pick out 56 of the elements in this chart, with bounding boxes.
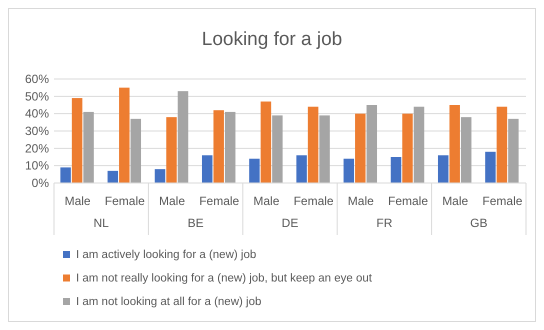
x-tick-label: Male [64,194,91,208]
x-tick-label: Female [104,194,146,208]
bar [272,115,283,183]
bar [460,117,472,183]
bar [260,102,272,183]
y-tick-label: 50% [24,89,50,104]
text: GB [470,216,488,230]
legend-label: I am actively looking for a (new) job [76,249,256,261]
bar [390,157,402,183]
bar [485,152,496,183]
y-tick-label: 10% [24,158,50,173]
legend-label: I am not really looking for a (new) job, but keep an eye out [76,272,373,284]
bar [414,106,424,183]
bar [308,106,318,183]
bar [344,158,354,183]
bar [224,112,236,183]
bar [402,114,413,183]
text: FR [376,216,393,230]
legend-label: I am not looking at all for a (new) job [76,296,262,308]
x-tick-label: Male [348,194,374,208]
bar [296,155,307,183]
x-tick-label: Male [158,194,186,208]
x-tick-label: Male [253,194,280,208]
bar [366,105,378,183]
y-tick-label: 60% [24,72,50,86]
y-tick-label: 30% [24,124,50,138]
bar [154,169,166,183]
bar [72,98,82,183]
bar [449,105,460,183]
chart-title: Looking for a job [202,29,342,50]
y-tick-label: 0% [32,176,50,190]
bar [83,112,94,183]
bar [249,158,260,183]
bar [178,91,188,183]
bar [355,114,366,183]
bar [130,118,142,183]
bar [213,110,224,183]
text: BE [188,216,204,230]
bar [119,88,130,183]
x-tick-label: Female [388,194,428,208]
x-tick-label: Female [294,194,334,208]
x-tick-label: Male [442,194,469,208]
y-tick-label: 40% [24,106,50,121]
bar [319,115,330,183]
text: NL [94,216,110,230]
bar [166,117,177,183]
bar [108,170,118,183]
x-tick-label: Female [199,194,240,208]
y-tick-label: 20% [24,141,50,156]
x-tick-label: Female [482,194,523,208]
text: DE [282,216,298,230]
bar [202,155,212,183]
bar [508,118,519,183]
bar [438,155,448,183]
bar [496,106,508,183]
bar [60,167,71,183]
